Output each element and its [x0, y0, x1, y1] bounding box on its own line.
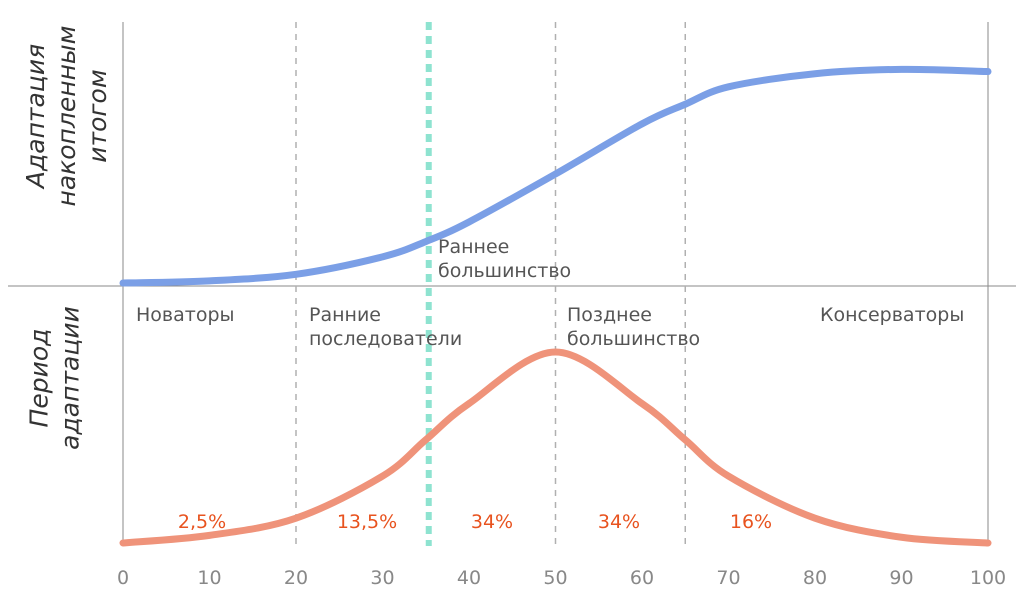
early-majority-label: Раннее	[438, 236, 509, 258]
percent-label: 13,5%	[337, 511, 397, 533]
bottom-y-axis-label-line: адаптации	[56, 306, 85, 450]
x-tick-label: 80	[803, 567, 827, 589]
x-tick-label: 20	[284, 567, 308, 589]
percent-label: 34%	[598, 511, 640, 533]
x-tick-label: 10	[197, 567, 221, 589]
text-layer: 0 10 20 30 40 50 60 70 80 90 100 Адаптация накопленн…	[21, 25, 1006, 589]
late-majority-label: большинство	[567, 328, 700, 350]
early-adopters-label: Ранние	[309, 304, 381, 326]
bottom-y-axis-label-line: Период	[25, 329, 54, 428]
bottom-y-axis-label: Период адаптации	[25, 306, 85, 450]
adoption-period-curve	[119, 348, 992, 547]
laggards-label: Консерваторы	[820, 304, 964, 326]
top-y-axis-label-line: итогом	[83, 69, 112, 162]
early-adopters-label: последователи	[309, 328, 462, 350]
top-y-axis-label: Адаптация накопленным итогом	[21, 25, 112, 206]
x-tick-label: 90	[889, 567, 913, 589]
percent-label: 2,5%	[178, 511, 226, 533]
curve-layer	[119, 65, 992, 547]
grid-layer	[8, 22, 1016, 546]
percent-label: 34%	[471, 511, 513, 533]
cumulative-adoption-curve	[119, 65, 992, 287]
early-majority-label: большинство	[438, 260, 571, 282]
x-tick-label: 30	[370, 567, 394, 589]
x-tick-label: 0	[117, 567, 129, 589]
innovators-label: Новаторы	[136, 304, 235, 326]
x-tick-label: 50	[543, 567, 567, 589]
x-tick-label: 70	[716, 567, 740, 589]
top-y-axis-label-line: Адаптация	[21, 44, 50, 190]
x-tick-label: 40	[457, 567, 481, 589]
percent-label: 16%	[730, 511, 772, 533]
x-tick-label: 100	[970, 567, 1006, 589]
top-y-axis-label-line: накопленным	[52, 25, 81, 206]
x-tick-label: 60	[630, 567, 654, 589]
late-majority-label: Позднее	[567, 304, 652, 326]
